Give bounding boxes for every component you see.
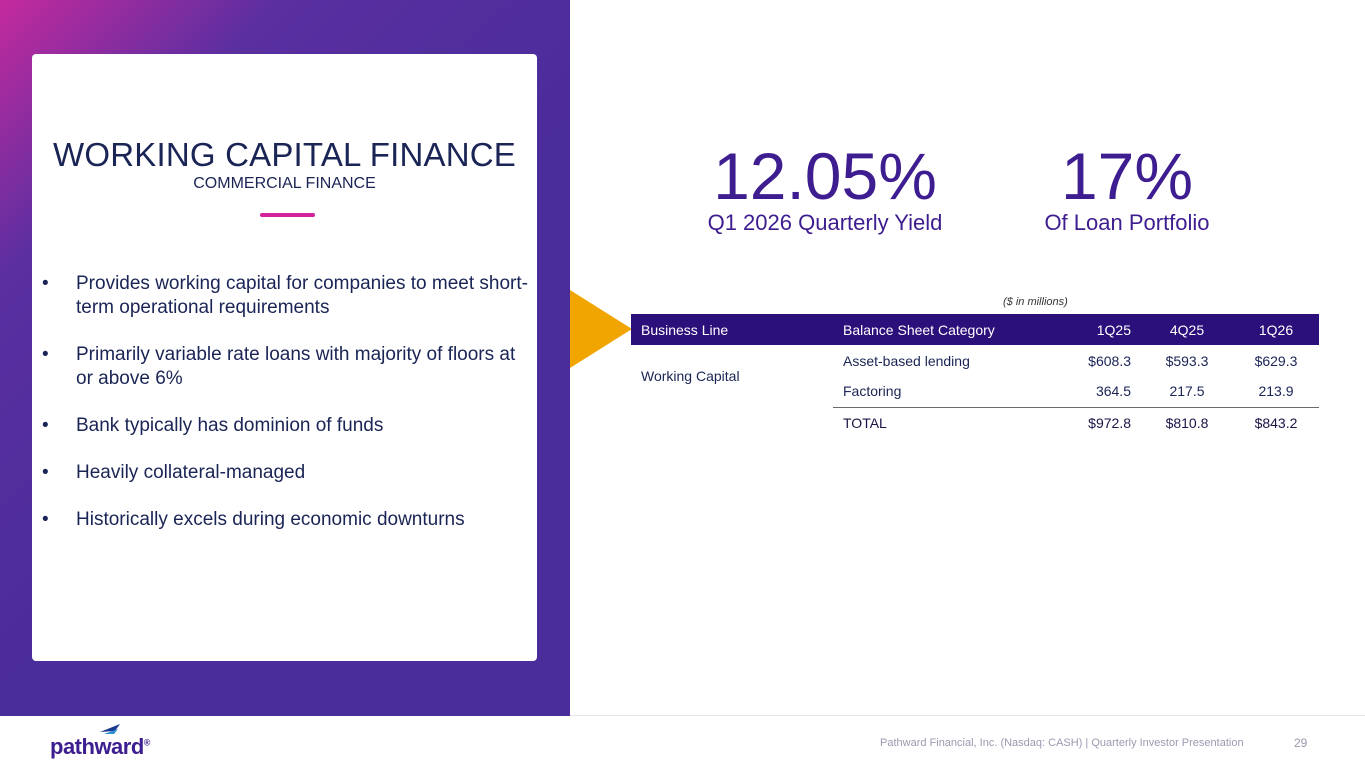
bullet-text: Provides working capital for companies t… xyxy=(76,273,528,318)
value-cell: 217.5 xyxy=(1141,376,1233,408)
bullet-text: Historically excels during economic down… xyxy=(76,509,465,530)
arrow-pointer-icon xyxy=(570,290,632,368)
header-4q25: 4Q25 xyxy=(1141,314,1233,345)
value-cell: $593.3 xyxy=(1165,352,1209,369)
portfolio-metric-value: 17% xyxy=(1060,139,1194,213)
bullet-item: • Heavily collateral-managed xyxy=(42,461,532,485)
bullet-item: • Provides working capital for companies … xyxy=(42,272,532,320)
logo-wordmark: pathward® xyxy=(50,734,151,759)
bullet-dot: • xyxy=(42,462,49,483)
footer-text: Pathward Financial, Inc. (Nasdaq: CASH) … xyxy=(880,737,1244,749)
bullet-dot: • xyxy=(42,273,49,294)
page-title: WORKING CAPITAL FINANCE xyxy=(53,136,516,173)
footer-divider xyxy=(570,715,1365,716)
bullet-dot: • xyxy=(42,344,49,365)
value-cell: 364.5 xyxy=(1051,376,1141,408)
header-category: Balance Sheet Category xyxy=(833,314,1051,345)
bullet-list: • Provides working capital for companies … xyxy=(42,272,532,555)
total-label-cell: TOTAL xyxy=(843,414,887,431)
category-cell: Asset-based lending xyxy=(843,352,970,369)
bullet-item: • Primarily variable rate loans with majo… xyxy=(42,343,532,391)
table-unit-note: ($ in millions) xyxy=(1003,296,1068,308)
header-1q26: 1Q26 xyxy=(1233,314,1319,345)
category-cell: Factoring xyxy=(833,376,1051,408)
total-value-cell: $972.8 xyxy=(1088,414,1131,431)
bullet-text: Bank typically has dominion of funds xyxy=(76,415,384,436)
header-business-line: Business Line xyxy=(631,314,833,345)
bullet-dot: • xyxy=(42,415,49,436)
value-cell: $629.3 xyxy=(1254,352,1298,369)
logo-swoosh-icon xyxy=(100,724,120,734)
table-header-row: Business Line Balance Sheet Category 1Q2… xyxy=(631,314,1319,345)
value-cell: 213.9 xyxy=(1233,376,1319,408)
bullet-item: • Bank typically has dominion of funds xyxy=(42,414,532,438)
content-card: WORKING CAPITAL FINANCE COMMERCIAL FINAN… xyxy=(32,54,537,661)
total-value-cell: $843.2 xyxy=(1254,414,1298,431)
bullet-dot: • xyxy=(42,509,49,530)
yield-metric-label: Q1 2026 Quarterly Yield xyxy=(707,210,943,235)
table-row: Working Capital Asset-based lending $608… xyxy=(631,345,1319,385)
balance-sheet-table: Business Line Balance Sheet Category 1Q2… xyxy=(631,314,1319,438)
total-value-cell: $810.8 xyxy=(1165,414,1209,431)
table-total-row: TOTAL $972.8 $810.8 $843.2 xyxy=(631,407,1319,438)
table-row: Factoring 364.5 217.5 213.9 xyxy=(631,376,1319,408)
yield-metric-value: 12.05% xyxy=(713,139,937,213)
header-1q25: 1Q25 xyxy=(1051,314,1141,345)
bullet-item: • Historically excels during economic dow… xyxy=(42,508,532,532)
bullet-text: Heavily collateral-managed xyxy=(76,462,306,483)
portfolio-metric-label: Of Loan Portfolio xyxy=(1044,210,1210,235)
pathward-logo: pathward® xyxy=(50,722,160,762)
page-number: 29 xyxy=(1294,736,1308,750)
business-line-cell: Working Capital xyxy=(641,368,740,384)
bullet-text: Primarily variable rate loans with major… xyxy=(76,344,516,389)
value-cell: $608.3 xyxy=(1088,352,1131,369)
registered-mark: ® xyxy=(143,737,151,748)
accent-divider xyxy=(260,213,315,217)
page-subtitle: COMMERCIAL FINANCE xyxy=(193,175,376,192)
